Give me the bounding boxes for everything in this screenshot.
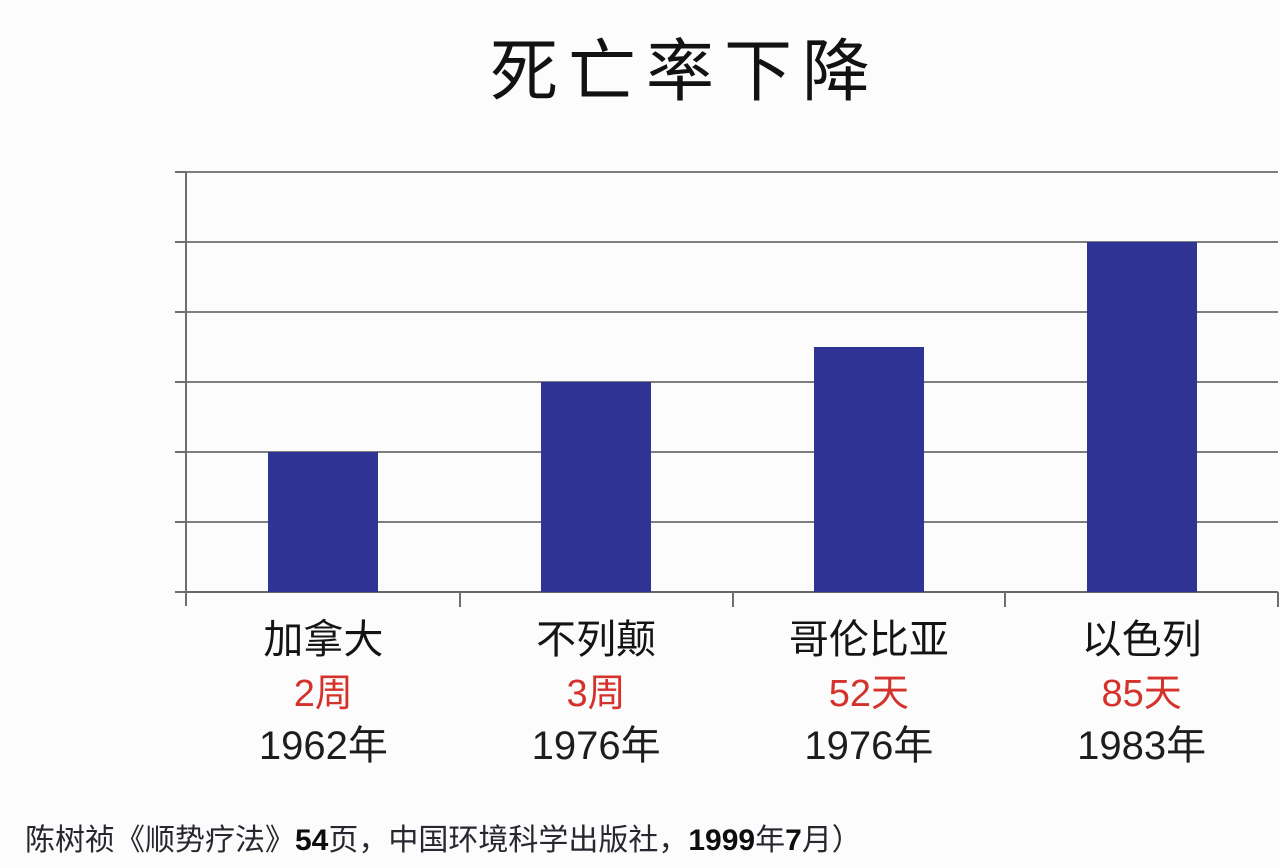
x-axis-tick <box>458 592 461 607</box>
x-axis-tick <box>1277 592 1279 607</box>
category-label: 以色列 <box>1081 617 1202 662</box>
gridline <box>187 171 1278 173</box>
caption-segment: 月） <box>801 824 862 857</box>
chart-bar-4 <box>1086 242 1197 592</box>
caption-segment: 页，中国环境科学出版社， <box>328 824 689 857</box>
chart-bar-3 <box>813 347 924 592</box>
gridline <box>187 311 1278 313</box>
caption-segment: 陈树祯《顺势疗法》 <box>25 824 295 857</box>
year-label: 1976年 <box>531 724 661 768</box>
x-axis-tick <box>731 592 734 607</box>
chart-bar-2 <box>541 382 652 592</box>
y-axis-tick <box>175 451 187 453</box>
category-label: 不列颠 <box>536 617 657 662</box>
category-column: 不列颠 3周 1976年 <box>460 612 733 772</box>
category-label: 加拿大 <box>263 617 384 662</box>
y-axis-tick <box>175 311 187 313</box>
y-axis-tick <box>175 521 187 523</box>
chart-bar-1 <box>268 452 379 592</box>
duration-label: 2周 <box>293 673 353 715</box>
plot-area <box>175 171 1279 607</box>
chart-title: 死亡率下降 <box>489 34 880 110</box>
gridline <box>187 381 1278 383</box>
y-axis-line <box>185 171 187 606</box>
y-axis-tick <box>175 591 187 593</box>
category-label: 哥伦比亚 <box>788 617 949 662</box>
caption-segment: 年 <box>755 824 786 857</box>
gridline <box>187 241 1278 243</box>
year-label: 1976年 <box>804 724 934 768</box>
caption-segment: 1999 <box>688 824 756 857</box>
gridline <box>187 521 1278 523</box>
caption-segment: 7 <box>785 824 802 857</box>
source-caption: 陈树祯《顺势疗法》54页，中国环境科学出版社，1999年7月） <box>25 820 862 862</box>
duration-label: 85天 <box>1101 673 1182 715</box>
duration-label: 3周 <box>566 673 626 715</box>
duration-label: 52天 <box>828 673 910 715</box>
year-label: 1983年 <box>1077 724 1207 768</box>
gridline <box>187 451 1278 453</box>
year-label: 1962年 <box>258 724 388 768</box>
y-axis-tick <box>175 381 187 383</box>
x-axis-tick <box>1004 592 1007 607</box>
category-column: 哥伦比亚 52天 1976年 <box>733 612 1006 772</box>
category-column: 以色列 85天 1983年 <box>1005 612 1278 772</box>
caption-segment: 54 <box>295 824 329 857</box>
y-axis-tick <box>175 171 187 173</box>
category-column: 加拿大 2周 1962年 <box>187 612 460 772</box>
y-axis-tick <box>175 241 187 243</box>
